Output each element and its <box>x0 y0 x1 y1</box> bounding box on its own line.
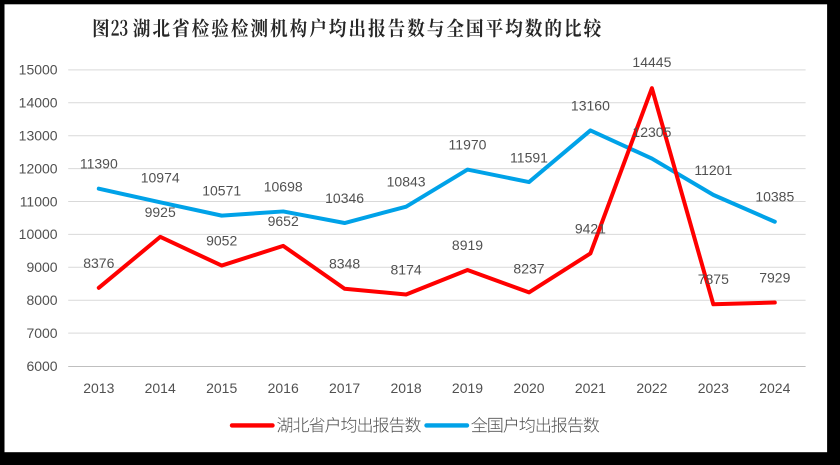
svg-text:2020: 2020 <box>513 380 544 396</box>
svg-text:10974: 10974 <box>141 169 180 185</box>
svg-text:14000: 14000 <box>19 95 58 111</box>
svg-text:10843: 10843 <box>387 174 426 190</box>
svg-text:2017: 2017 <box>329 380 360 396</box>
svg-text:9652: 9652 <box>268 213 299 229</box>
svg-text:2015: 2015 <box>206 380 237 396</box>
svg-text:11390: 11390 <box>80 156 118 172</box>
svg-text:2014: 2014 <box>145 380 176 396</box>
svg-text:8000: 8000 <box>26 292 57 308</box>
svg-text:12305: 12305 <box>632 124 671 140</box>
svg-text:11000: 11000 <box>20 193 58 209</box>
svg-text:9000: 9000 <box>26 259 57 275</box>
svg-text:7875: 7875 <box>698 271 729 287</box>
svg-text:11970: 11970 <box>449 136 487 152</box>
svg-text:2024: 2024 <box>759 380 790 396</box>
svg-text:11201: 11201 <box>694 162 732 178</box>
svg-text:7000: 7000 <box>26 325 57 341</box>
svg-text:13000: 13000 <box>19 128 58 144</box>
svg-text:9052: 9052 <box>206 232 237 248</box>
svg-text:7929: 7929 <box>759 269 790 285</box>
svg-text:14445: 14445 <box>632 54 671 70</box>
svg-text:2013: 2013 <box>83 380 114 396</box>
svg-text:10346: 10346 <box>325 190 364 206</box>
svg-text:10698: 10698 <box>264 178 303 194</box>
svg-text:6000: 6000 <box>26 358 57 374</box>
svg-text:10000: 10000 <box>19 226 58 242</box>
svg-text:2021: 2021 <box>575 380 606 396</box>
svg-text:8237: 8237 <box>513 260 544 276</box>
svg-text:13160: 13160 <box>571 97 610 113</box>
svg-text:2019: 2019 <box>452 380 483 396</box>
svg-text:11591: 11591 <box>510 149 548 165</box>
svg-text:8348: 8348 <box>329 256 360 272</box>
svg-text:2018: 2018 <box>391 380 422 396</box>
svg-text:10571: 10571 <box>202 183 241 199</box>
svg-text:2016: 2016 <box>268 380 299 396</box>
svg-text:2023: 2023 <box>698 380 729 396</box>
svg-text:10385: 10385 <box>755 189 794 205</box>
svg-text:8376: 8376 <box>83 255 114 271</box>
svg-text:9421: 9421 <box>575 220 606 236</box>
svg-text:2022: 2022 <box>636 380 667 396</box>
svg-text:12000: 12000 <box>19 160 58 176</box>
svg-text:9925: 9925 <box>145 204 176 220</box>
svg-text:8919: 8919 <box>452 237 483 253</box>
svg-text:8174: 8174 <box>391 261 422 277</box>
svg-text:15000: 15000 <box>19 62 58 78</box>
